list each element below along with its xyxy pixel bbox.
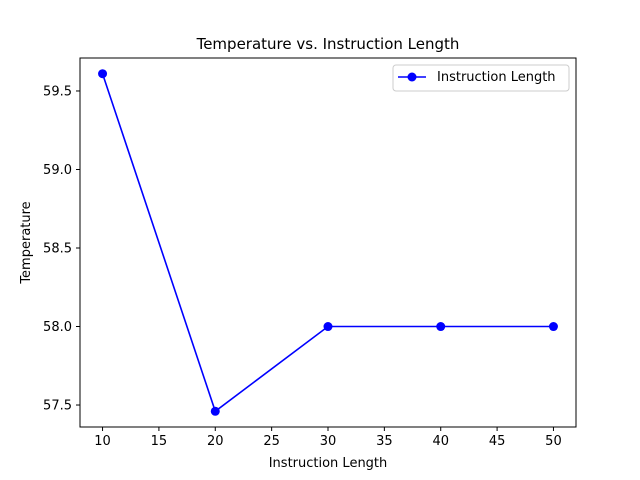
chart-title: Temperature vs. Instruction Length — [196, 35, 460, 53]
y-tick-label: 59.0 — [43, 163, 72, 178]
x-tick-label: 50 — [545, 434, 562, 449]
data-point — [548, 322, 558, 332]
y-axis-label: Temperature — [19, 201, 34, 284]
x-tick-label: 25 — [263, 434, 280, 449]
plot-frame — [79, 57, 577, 428]
x-tick-label: 45 — [489, 434, 506, 449]
x-tick-label: 40 — [432, 434, 449, 449]
data-point — [436, 322, 446, 332]
y-tick-label: 58.0 — [43, 320, 72, 335]
x-tick-label: 15 — [151, 434, 168, 449]
x-tick-label: 30 — [320, 434, 337, 449]
series-layer — [98, 69, 558, 416]
x-axis-ticks: 10 15 20 25 30 35 40 45 50 — [94, 427, 562, 449]
x-tick-label: 10 — [94, 434, 111, 449]
x-tick-label: 35 — [376, 434, 393, 449]
x-tick-label: 20 — [207, 434, 224, 449]
y-tick-label: 57.5 — [43, 399, 72, 414]
y-tick-label: 58.5 — [43, 241, 72, 256]
data-point — [98, 69, 108, 79]
legend: Instruction Length — [392, 64, 570, 92]
data-point — [210, 406, 220, 416]
legend-box — [392, 64, 570, 92]
x-axis-label: Instruction Length — [269, 456, 388, 471]
y-tick-label: 59.5 — [43, 84, 72, 99]
data-point — [323, 322, 333, 332]
legend-marker-swatch — [407, 72, 417, 82]
legend-label: Instruction Length — [437, 70, 556, 85]
y-axis-ticks: 57.5 58.0 58.5 59.0 59.5 — [43, 84, 80, 414]
